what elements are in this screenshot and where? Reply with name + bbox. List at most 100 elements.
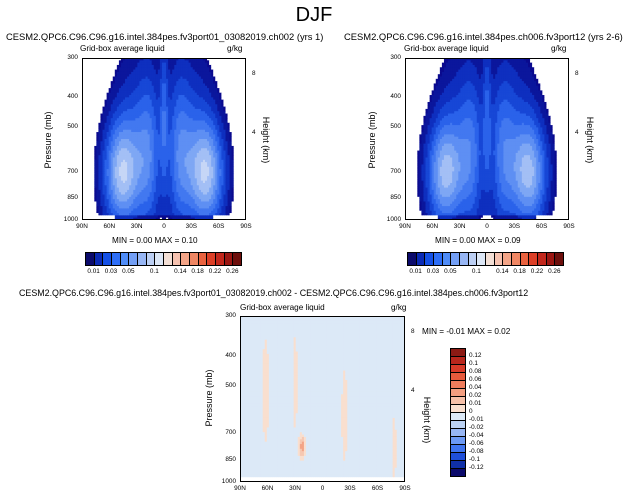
panel1-grid-cell <box>209 95 212 98</box>
panel1-grid-cell <box>231 95 235 98</box>
panel1-grid-cell <box>133 155 136 158</box>
panel1-grid-cell <box>178 129 181 133</box>
panel1-grid-cell <box>219 108 222 112</box>
panel1-grid-cell <box>194 62 198 66</box>
panel1-grid-cell <box>139 85 142 89</box>
panel1-grid-cell <box>243 164 246 168</box>
panel1-grid-cell <box>215 196 218 200</box>
panel1-grid-cell <box>198 192 202 195</box>
panel1-grid-cell <box>237 171 241 175</box>
panel1-grid-cell <box>172 125 175 128</box>
panel1-grid-cell <box>96 143 99 147</box>
panel1-grid-cell <box>135 111 138 114</box>
panel1-grid-cell <box>190 69 194 73</box>
panel1-grid-cell <box>131 64 134 68</box>
panel1-grid-cell <box>153 69 157 73</box>
panel1-grid-cell <box>118 148 122 151</box>
panel1-grid-cell <box>118 180 122 184</box>
panel1-grid-cell <box>225 85 228 89</box>
panel1-grid-cell <box>192 113 196 117</box>
panel1-grid-cell <box>92 83 95 87</box>
panel1-grid-cell <box>186 180 189 184</box>
panel1-grid-cell <box>168 122 171 126</box>
panel1-grid-cell <box>157 104 161 107</box>
panel1-grid-cell <box>108 118 112 121</box>
panel1-grid-cell <box>200 136 204 140</box>
panel1-grid-cell <box>241 104 245 107</box>
panel1-grid-cell <box>129 132 132 135</box>
panel1-grid-cell <box>194 173 198 177</box>
panel1-grid-cell <box>202 60 206 64</box>
panel1-grid-cell <box>205 71 208 75</box>
panel1-grid-cell <box>129 194 132 198</box>
panel1-grid-cell <box>180 164 183 168</box>
panel1-grid-cell <box>157 62 161 66</box>
panel1-grid-cell <box>178 101 181 105</box>
panel1-grid-cell <box>135 81 138 84</box>
panel1-grid-cell <box>88 166 91 170</box>
panel1-grid-cell <box>178 189 181 193</box>
panel1-grid-cell <box>225 162 228 165</box>
panel1-grid-cell <box>239 62 243 66</box>
panel1-grid-cell <box>127 141 130 145</box>
panel1-grid-cell <box>229 85 233 89</box>
panel1-grid-cell <box>221 176 224 179</box>
panel1-grid-cell <box>166 95 169 98</box>
panel1-grid-cell <box>235 150 239 154</box>
panel1-grid-cell <box>229 178 233 182</box>
panel1-grid-cell <box>133 76 136 80</box>
panel1-grid-cell <box>180 157 183 161</box>
panel1-grid-cell <box>243 199 246 202</box>
panel1-grid-cell <box>229 139 233 142</box>
panel1-grid-cell <box>190 62 194 66</box>
panel1-grid-cell <box>84 113 87 117</box>
panel1-grid-cell <box>98 164 101 168</box>
panel1-grid-cell <box>188 176 192 179</box>
panel1-grid-cell <box>241 120 245 124</box>
panel1-grid-cell <box>112 136 116 140</box>
panel1-grid-cell <box>209 83 212 87</box>
panel1-grid-cell <box>98 194 101 198</box>
panel1-grid-cell <box>118 152 122 156</box>
panel1-grid-cell <box>233 148 237 151</box>
panel1-grid-cell <box>125 192 128 195</box>
panel1-grid-cell <box>188 187 192 191</box>
panel1-grid-cell <box>106 132 110 135</box>
panel1-grid-cell <box>227 178 230 182</box>
panel1-grid-cell <box>106 111 110 114</box>
panel1-grid-cell <box>100 99 103 103</box>
panel1-grid-cell <box>143 171 146 175</box>
panel1-grid-cell <box>118 192 122 195</box>
panel1-grid-cell <box>215 159 218 163</box>
panel1-grid-cell <box>207 106 210 110</box>
panel1-grid-cell <box>205 115 208 119</box>
panel1-grid-cell <box>205 162 208 165</box>
panel1-grid-cell <box>184 69 187 73</box>
panel1-grid-cell <box>112 58 116 61</box>
panel1-grid-cell <box>164 58 167 61</box>
panel1-grid-cell <box>219 104 222 107</box>
panel1-grid-cell <box>194 139 198 142</box>
panel1-grid-cell <box>198 62 202 66</box>
panel1-grid-cell <box>227 95 230 98</box>
panel1-grid-cell <box>118 162 122 165</box>
panel1-grid-cell <box>213 155 216 158</box>
panel1-grid-cell <box>194 164 198 168</box>
panel1-grid-cell <box>84 58 87 61</box>
panel1-grid-cell <box>92 185 95 188</box>
panel1-grid-cell <box>106 62 110 66</box>
panel1-grid-cell <box>125 201 128 205</box>
panel1-grid-cell <box>198 88 202 91</box>
panel1-grid-cell <box>205 152 208 156</box>
panel1-grid-cell <box>174 187 177 191</box>
panel1-grid-cell <box>127 62 130 66</box>
panel1-grid-cell <box>139 81 142 84</box>
panel1-grid-cell <box>168 196 171 200</box>
panel1-grid-cell <box>149 69 153 73</box>
panel1-grid-cell <box>161 180 165 184</box>
panel1-grid-cell <box>118 189 122 193</box>
panel1-grid-cell <box>227 159 230 163</box>
panel1-grid-cell <box>133 192 136 195</box>
panel1-grid-cell <box>186 81 189 84</box>
panel1-grid-cell <box>180 92 183 96</box>
